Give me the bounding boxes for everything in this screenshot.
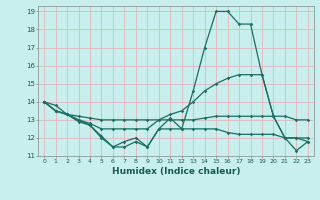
X-axis label: Humidex (Indice chaleur): Humidex (Indice chaleur) xyxy=(112,167,240,176)
